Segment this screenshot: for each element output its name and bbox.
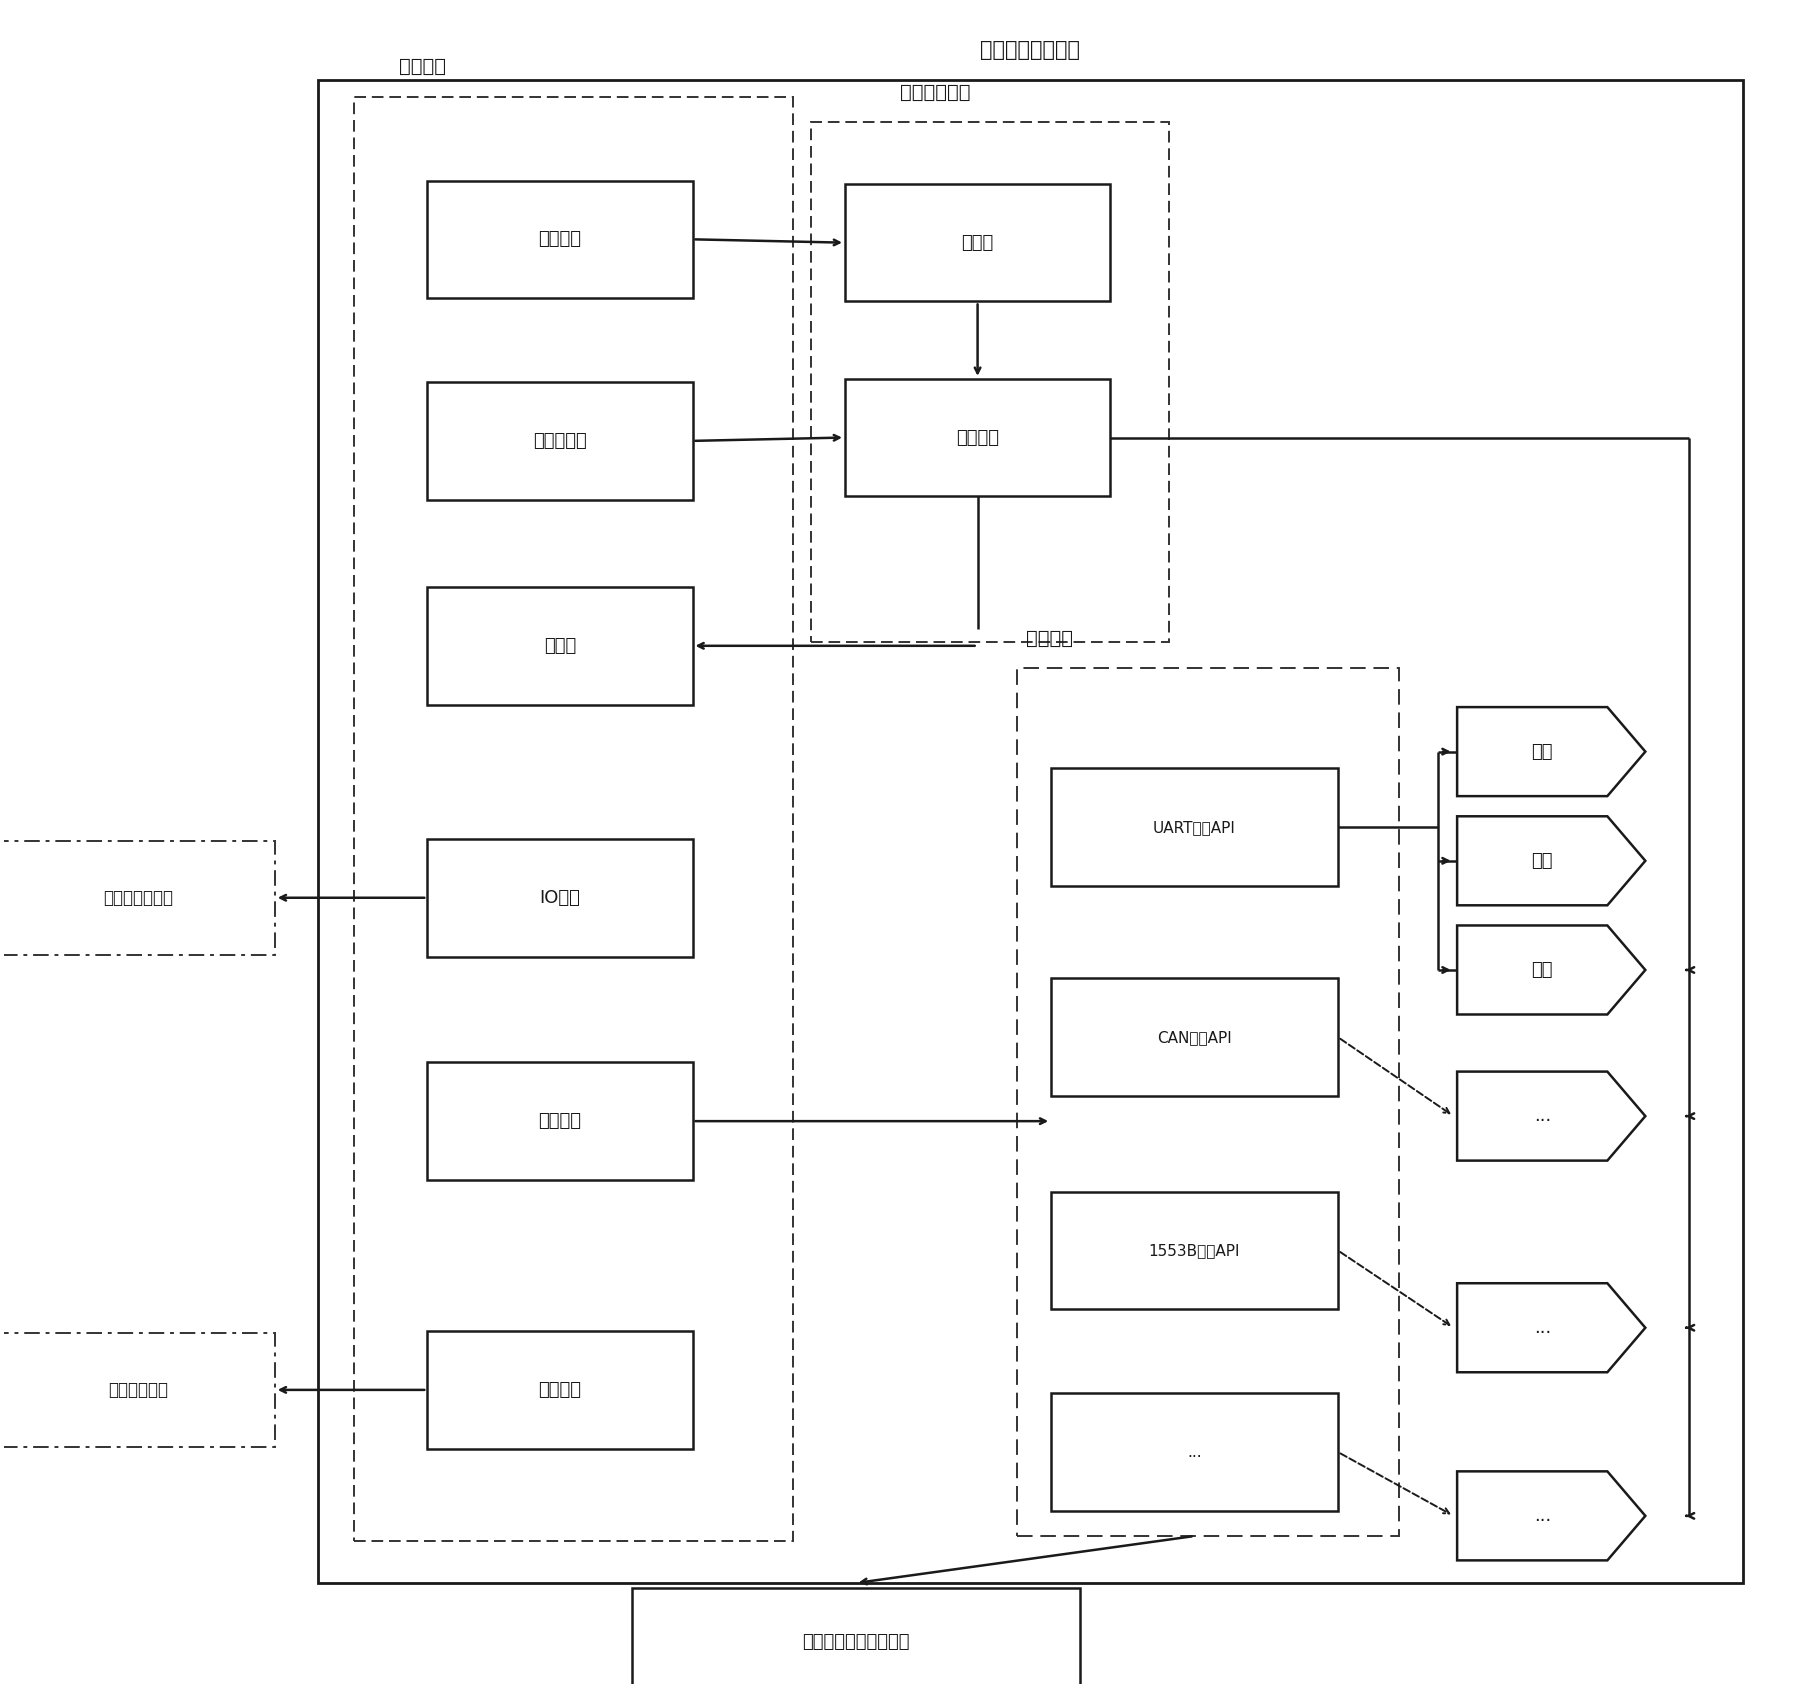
Text: CAN接口API: CAN接口API bbox=[1156, 1030, 1232, 1045]
Text: 示波器: 示波器 bbox=[544, 636, 576, 655]
Text: ...: ... bbox=[1534, 1318, 1551, 1337]
Bar bbox=[1052, 768, 1338, 886]
Text: 配置: 配置 bbox=[1531, 852, 1552, 869]
Text: 打开: 打开 bbox=[1531, 743, 1552, 761]
Text: 读写: 读写 bbox=[1531, 960, 1552, 979]
Text: 信号发生器: 信号发生器 bbox=[533, 432, 587, 451]
Bar bbox=[427, 1332, 693, 1448]
Bar bbox=[427, 587, 693, 704]
Text: 数据总线接口通信模块: 数据总线接口通信模块 bbox=[801, 1632, 910, 1651]
Bar bbox=[353, 96, 792, 1541]
Polygon shape bbox=[1457, 1283, 1646, 1372]
Text: IO配置: IO配置 bbox=[540, 890, 580, 906]
Text: UART接口API: UART接口API bbox=[1153, 820, 1235, 834]
Bar bbox=[427, 1062, 693, 1180]
Bar bbox=[427, 381, 693, 500]
Text: 程控电源模块: 程控电源模块 bbox=[108, 1381, 169, 1399]
Bar bbox=[319, 79, 1743, 1583]
Bar bbox=[810, 122, 1169, 643]
Text: 数据集中交换软件: 数据集中交换软件 bbox=[980, 39, 1081, 59]
Text: 总线配置: 总线配置 bbox=[538, 1112, 582, 1131]
Text: 协议配置: 协议配置 bbox=[538, 230, 582, 248]
Text: ...: ... bbox=[1187, 1445, 1201, 1460]
Text: 电源配置: 电源配置 bbox=[538, 1381, 582, 1399]
Text: 通信协议模块: 通信协议模块 bbox=[900, 83, 971, 101]
Text: 图形界面: 图形界面 bbox=[398, 57, 445, 76]
Bar bbox=[632, 1588, 1081, 1688]
Text: 1553B接口API: 1553B接口API bbox=[1149, 1242, 1241, 1258]
Text: 开关量程控模块: 开关量程控模块 bbox=[104, 890, 173, 906]
Text: 路由表: 路由表 bbox=[962, 233, 994, 252]
Polygon shape bbox=[1457, 925, 1646, 1014]
Polygon shape bbox=[1457, 707, 1646, 797]
Text: 数据接口: 数据接口 bbox=[1027, 628, 1073, 648]
Bar bbox=[427, 839, 693, 957]
Bar bbox=[2, 1334, 276, 1447]
Polygon shape bbox=[1457, 1072, 1646, 1161]
Bar bbox=[1052, 1192, 1338, 1310]
Text: ...: ... bbox=[1534, 1507, 1551, 1524]
Bar bbox=[845, 184, 1109, 302]
Text: 数据缓冲: 数据缓冲 bbox=[956, 429, 1000, 447]
Bar bbox=[1052, 1393, 1338, 1511]
Bar bbox=[1052, 979, 1338, 1096]
Polygon shape bbox=[1457, 817, 1646, 905]
Bar bbox=[1018, 668, 1399, 1536]
Text: ...: ... bbox=[1534, 1107, 1551, 1126]
Bar bbox=[845, 378, 1109, 496]
Bar bbox=[2, 841, 276, 955]
Bar bbox=[427, 181, 693, 299]
Polygon shape bbox=[1457, 1472, 1646, 1560]
